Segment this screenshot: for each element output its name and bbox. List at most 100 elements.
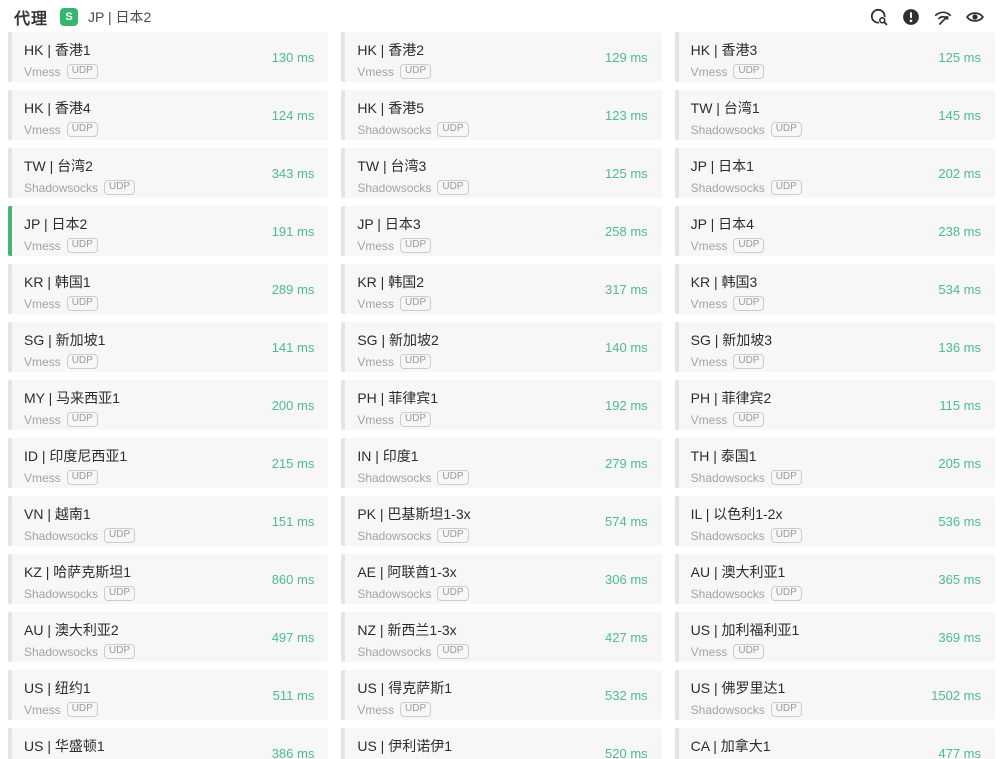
proxy-type: Shadowsocks: [690, 470, 765, 485]
proxy-type: Shadowsocks: [24, 586, 99, 601]
group-type-badge: S: [60, 8, 79, 26]
proxy-card[interactable]: HK | 香港3 Vmess UDP 125 ms: [674, 32, 995, 82]
proxy-name: KR | 韩国2: [357, 274, 424, 290]
proxy-name: HK | 香港4: [24, 100, 91, 116]
proxy-card[interactable]: HK | 香港5 Shadowsocks UDP 123 ms: [341, 90, 662, 140]
proxy-card[interactable]: TW | 台湾2 Shadowsocks UDP 343 ms: [8, 148, 329, 198]
proxy-card[interactable]: JP | 日本4 Vmess UDP 238 ms: [674, 206, 995, 256]
proxy-type: Shadowsocks: [24, 528, 99, 543]
proxy-card[interactable]: JP | 日本2 Vmess UDP 191 ms: [8, 206, 329, 256]
proxy-meta: Shadowsocks UDP: [24, 180, 136, 195]
proxy-latency: 145 ms: [938, 107, 981, 123]
proxy-name: SG | 新加坡1: [24, 332, 106, 348]
proxy-latency: 215 ms: [271, 455, 315, 471]
proxy-type: Vmess: [24, 238, 61, 253]
proxy-latency: 192 ms: [605, 397, 648, 413]
proxy-card[interactable]: SG | 新加坡2 Vmess UDP 140 ms: [341, 322, 662, 372]
proxy-card[interactable]: JP | 日本3 Vmess UDP 258 ms: [341, 206, 662, 256]
speed-test-icon[interactable]: [934, 8, 952, 26]
proxy-card[interactable]: AE | 阿联酋1-3x Shadowsocks UDP 306 ms: [341, 554, 662, 604]
proxy-grid: HK | 香港1 Vmess UDP 130 ms HK | 香港2 Vmess…: [8, 32, 995, 759]
proxy-card[interactable]: TW | 台湾1 Shadowsocks UDP 145 ms: [674, 90, 995, 140]
proxy-name: HK | 香港3: [690, 42, 758, 58]
proxy-meta: Vmess UDP: [691, 412, 772, 427]
proxy-card[interactable]: US | 加利福利亚1 Vmess UDP 369 ms: [674, 612, 995, 662]
proxy-card[interactable]: US | 华盛顿1 386 ms: [8, 728, 329, 759]
proxy-meta: Vmess UDP: [24, 238, 98, 253]
proxy-latency: 200 ms: [271, 397, 315, 413]
proxy-meta: Shadowsocks UDP: [357, 122, 469, 137]
proxy-meta: Shadowsocks UDP: [24, 644, 136, 659]
udp-badge: UDP: [66, 470, 98, 485]
alert-icon[interactable]: [902, 8, 920, 26]
proxy-card[interactable]: SG | 新加坡1 Vmess UDP 141 ms: [8, 322, 329, 372]
proxy-type: Vmess: [24, 296, 61, 311]
proxy-type: Shadowsocks: [357, 644, 432, 659]
proxy-card-info: US | 佛罗里达1 Shadowsocks UDP: [691, 677, 802, 717]
proxy-card[interactable]: KR | 韩国3 Vmess UDP 534 ms: [674, 264, 995, 314]
proxy-card[interactable]: TH | 泰国1 Shadowsocks UDP 205 ms: [674, 438, 995, 488]
proxy-latency: 205 ms: [938, 455, 981, 471]
udp-badge: UDP: [770, 528, 802, 543]
proxy-card-info: KR | 韩国3 Vmess UDP: [691, 271, 765, 311]
proxy-meta: Vmess UDP: [357, 296, 432, 311]
proxy-type: Shadowsocks: [24, 180, 99, 195]
proxy-card[interactable]: AU | 澳大利亚1 Shadowsocks UDP 365 ms: [674, 554, 995, 604]
proxy-card[interactable]: SG | 新加坡3 Vmess UDP 136 ms: [674, 322, 995, 372]
proxy-latency: 202 ms: [938, 165, 981, 181]
proxy-card[interactable]: JP | 日本1 Shadowsocks UDP 202 ms: [674, 148, 995, 198]
proxy-name: PH | 菲律宾1: [357, 390, 438, 406]
proxy-card[interactable]: CA | 加拿大1 477 ms: [674, 728, 995, 759]
proxy-latency: 520 ms: [605, 745, 648, 759]
header-icons: [870, 8, 986, 26]
proxy-card[interactable]: US | 伊利诺伊1 520 ms: [341, 728, 662, 759]
proxy-card[interactable]: VN | 越南1 Shadowsocks UDP 151 ms: [8, 496, 329, 546]
proxy-card-info: KR | 韩国1 Vmess UDP: [24, 271, 98, 311]
udp-badge: UDP: [733, 354, 765, 369]
proxy-meta: Shadowsocks UDP: [357, 528, 470, 543]
eye-icon[interactable]: [966, 8, 984, 26]
proxy-card[interactable]: PH | 菲律宾1 Vmess UDP 192 ms: [341, 380, 662, 430]
proxy-type: Shadowsocks: [690, 180, 765, 195]
proxy-name: US | 华盛顿1: [24, 738, 105, 754]
udp-badge: UDP: [733, 644, 765, 659]
proxy-card[interactable]: KR | 韩国2 Vmess UDP 317 ms: [341, 264, 662, 314]
proxy-card[interactable]: HK | 香港1 Vmess UDP 130 ms: [8, 32, 329, 82]
udp-badge: UDP: [770, 470, 802, 485]
proxy-meta: Shadowsocks UDP: [24, 528, 136, 543]
proxy-card-info: IL | 以色利1-2x Shadowsocks UDP: [691, 503, 802, 543]
proxy-name: PH | 菲律宾2: [690, 390, 772, 406]
proxy-latency: 124 ms: [271, 107, 315, 123]
proxy-meta: Shadowsocks UDP: [691, 528, 802, 543]
udp-badge: UDP: [733, 64, 765, 79]
proxy-card[interactable]: AU | 澳大利亚2 Shadowsocks UDP 497 ms: [8, 612, 329, 662]
proxy-latency: 115 ms: [939, 397, 981, 413]
proxy-card-info: AU | 澳大利亚1 Shadowsocks UDP: [691, 561, 802, 601]
proxy-meta: Vmess UDP: [357, 64, 432, 79]
zoom-search-icon[interactable]: [870, 8, 888, 26]
udp-badge: UDP: [437, 586, 469, 601]
proxy-type: Shadowsocks: [690, 528, 765, 543]
proxy-card[interactable]: PK | 巴基斯坦1-3x Shadowsocks UDP 574 ms: [341, 496, 662, 546]
proxy-card-info: IN | 印度1 Shadowsocks UDP: [357, 445, 469, 485]
proxy-type: Shadowsocks: [690, 702, 765, 717]
proxy-card[interactable]: US | 得克萨斯1 Vmess UDP 532 ms: [341, 670, 662, 720]
proxy-latency: 536 ms: [938, 513, 981, 529]
proxy-card[interactable]: US | 佛罗里达1 Shadowsocks UDP 1502 ms: [674, 670, 995, 720]
proxy-name: TW | 台湾3: [357, 158, 427, 174]
proxy-card[interactable]: ID | 印度尼西亚1 Vmess UDP 215 ms: [8, 438, 329, 488]
proxy-card[interactable]: IN | 印度1 Shadowsocks UDP 279 ms: [341, 438, 662, 488]
proxy-card[interactable]: NZ | 新西兰1-3x Shadowsocks UDP 427 ms: [341, 612, 662, 662]
proxy-name: NZ | 新西兰1-3x: [357, 622, 457, 638]
proxy-card[interactable]: HK | 香港2 Vmess UDP 129 ms: [341, 32, 662, 82]
proxy-meta: Vmess UDP: [357, 354, 438, 369]
proxy-card[interactable]: IL | 以色利1-2x Shadowsocks UDP 536 ms: [674, 496, 995, 546]
proxy-card[interactable]: KZ | 哈萨克斯坦1 Shadowsocks UDP 860 ms: [8, 554, 329, 604]
proxy-card[interactable]: US | 纽约1 Vmess UDP 511 ms: [8, 670, 329, 720]
proxy-card[interactable]: KR | 韩国1 Vmess UDP 289 ms: [8, 264, 329, 314]
proxy-card[interactable]: TW | 台湾3 Shadowsocks UDP 125 ms: [341, 148, 662, 198]
proxy-card-info: KR | 韩国2 Vmess UDP: [357, 271, 432, 311]
proxy-card[interactable]: PH | 菲律宾2 Vmess UDP 115 ms: [674, 380, 995, 430]
proxy-card[interactable]: MY | 马来西亚1 Vmess UDP 200 ms: [8, 380, 329, 430]
proxy-card[interactable]: HK | 香港4 Vmess UDP 124 ms: [8, 90, 329, 140]
